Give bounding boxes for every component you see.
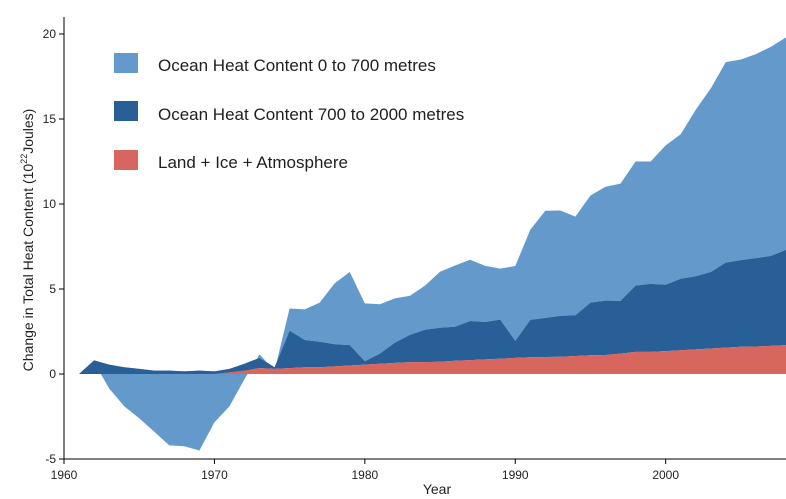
- y-axis-title-exponent: 22: [19, 154, 29, 164]
- area-ocean-heat-content-700-to-2000-metres: [79, 249, 786, 374]
- y-tick-label: 10: [43, 197, 57, 211]
- legend: Ocean Heat Content 0 to 700 metres Ocean…: [114, 53, 464, 172]
- area-series-group: [79, 37, 786, 451]
- x-tick-label: 1980: [351, 468, 378, 482]
- x-tick-label: 1970: [201, 468, 228, 482]
- y-axis-title-suffix: Joules): [20, 109, 36, 154]
- y-tick-label: 5: [49, 282, 56, 296]
- x-tick-label: 1990: [502, 468, 529, 482]
- x-tick-label: 2000: [652, 468, 679, 482]
- y-tick-label: 20: [43, 27, 57, 41]
- y-axis-title: Change in Total Heat Content (1022Joules…: [19, 109, 36, 372]
- y-tick-label: -5: [45, 452, 56, 466]
- legend-item-land-ice-atmosphere: Land + Ice + Atmosphere: [114, 150, 348, 172]
- area-ocean-heat-content-0-to-700-metres: [79, 37, 786, 451]
- legend-swatch-ocean-0-700: [114, 53, 138, 73]
- ticks-group: -5 0 5 10 15 20 1960 1970 1980 1990 2000: [43, 27, 680, 482]
- legend-item-ocean-0-700: Ocean Heat Content 0 to 700 metres: [114, 53, 436, 75]
- legend-swatch-land-ice-atmosphere: [114, 150, 138, 170]
- legend-swatch-ocean-700-2000: [114, 101, 138, 121]
- area-land-ice-atmosphere: [79, 345, 786, 374]
- x-tick-label: 1960: [51, 468, 78, 482]
- legend-item-ocean-700-2000: Ocean Heat Content 700 to 2000 metres: [114, 101, 464, 124]
- x-axis-title: Year: [423, 481, 452, 497]
- y-tick-label: 0: [49, 367, 56, 381]
- legend-label-land-ice-atmosphere: Land + Ice + Atmosphere: [158, 153, 348, 172]
- legend-label-ocean-0-700: Ocean Heat Content 0 to 700 metres: [158, 56, 436, 75]
- legend-label-ocean-700-2000: Ocean Heat Content 700 to 2000 metres: [158, 105, 464, 124]
- y-axis-title-prefix: Change in Total Heat Content (10: [20, 164, 36, 372]
- y-tick-label: 15: [43, 112, 57, 126]
